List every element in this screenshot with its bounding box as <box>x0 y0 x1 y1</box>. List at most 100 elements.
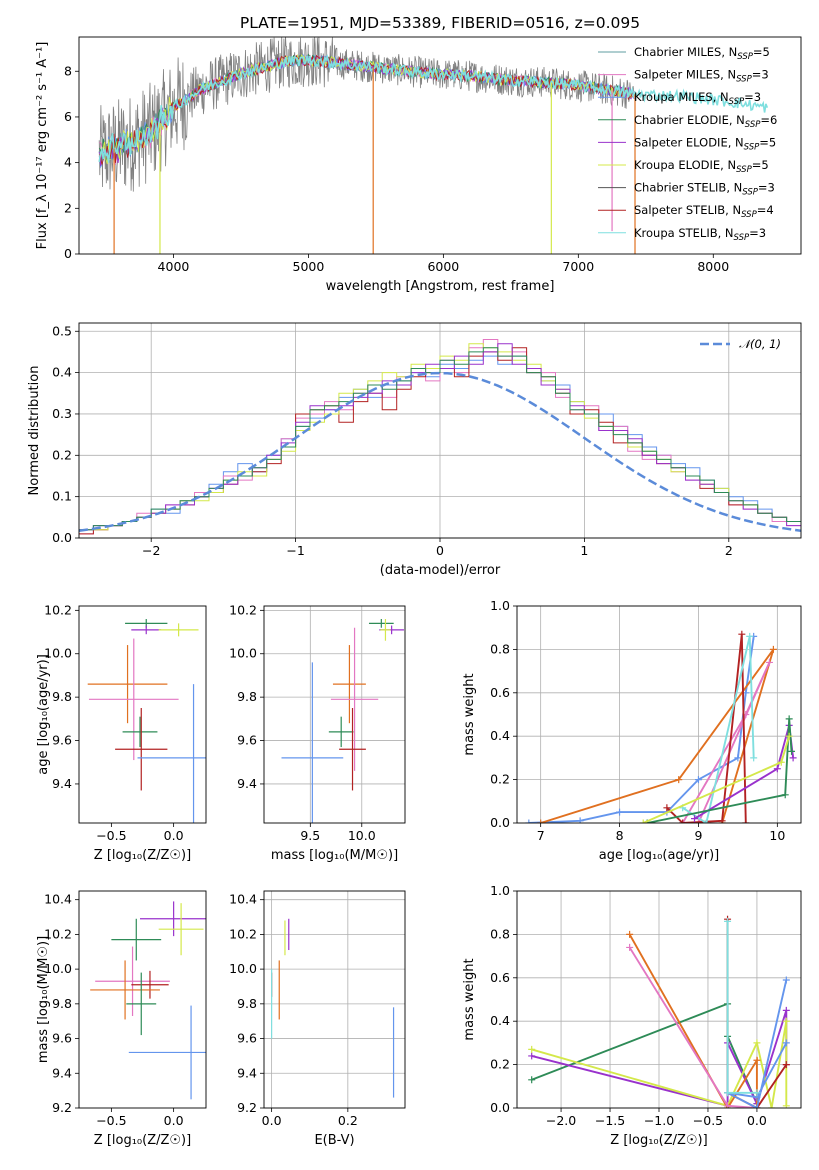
legend-entry: Salpeter MILES, NSSP=3 <box>634 68 769 85</box>
x-tick-label: 0.0 <box>262 1113 282 1128</box>
x-axis-label: Z [log₁₀(Z/Z☉)] <box>94 848 191 863</box>
plot-area <box>87 619 206 823</box>
weight-point-marker <box>785 715 793 723</box>
weight-point-marker <box>702 819 710 823</box>
weight-point-marker <box>782 1017 790 1025</box>
x-tick-label: 9.5 <box>300 828 320 843</box>
x-tick-label: 7 <box>537 828 545 843</box>
weight-point-marker <box>626 930 634 938</box>
x-tick-label: 4000 <box>158 259 190 274</box>
legend-entry: Salpeter STELIB, NSSP=4 <box>634 203 774 220</box>
weight-vs-age-panel: 7 8 9 10 0.0 0.2 0.4 0.6 0.8 1.0 age [log₁₀(age/yr… <box>462 598 802 863</box>
x-tick-label: −1 <box>286 543 304 558</box>
weight-point-marker <box>528 1052 536 1060</box>
weight-point-marker <box>782 1061 790 1069</box>
x-axis-label: (data-model)/error <box>380 563 501 578</box>
y-tick-label: 9.8 <box>237 689 257 704</box>
weight-point-marker <box>753 1039 761 1047</box>
weight-point-marker <box>777 758 785 766</box>
y-tick-label: 0.1 <box>52 489 72 504</box>
legend-entry: Kroupa ELODIE, NSSP=5 <box>634 158 769 175</box>
spectrum-panel: 4000 5000 6000 7000 8000 0 2 4 6 8 wavelength [Ang… <box>35 36 802 294</box>
weight-point-marker <box>525 819 533 823</box>
x-axis-label: wavelength [Angstrom, rest frame] <box>326 279 555 294</box>
weight-point-marker <box>528 1076 536 1084</box>
weight-series-line <box>531 1002 758 1105</box>
weight-point-marker <box>773 765 781 773</box>
y-tick-label: 6 <box>64 109 72 124</box>
x-tick-label: 1 <box>580 543 588 558</box>
model-spectrum-line <box>98 53 769 163</box>
y-tick-label: 10.4 <box>229 892 257 907</box>
y-tick-label: 0.0 <box>490 1100 510 1115</box>
plot-area <box>98 37 769 254</box>
y-axis-label: mass weight <box>462 673 477 755</box>
weight-point-marker <box>769 645 777 653</box>
figure-title: PLATE=1951, MJD=53389, FIBERID=0516, z=0… <box>240 14 640 32</box>
x-tick-label: −2.0 <box>546 1113 576 1128</box>
weight-point-marker <box>782 1039 790 1047</box>
plot-area <box>281 619 404 823</box>
age-vs-mass-panel: 9.5 10.0 9.4 9.6 9.8 10.0 10.2 mass [log₁₀(M/M☉… <box>229 602 406 863</box>
weight-point-marker <box>788 747 796 755</box>
weight-series-line <box>647 718 793 823</box>
weight-point-marker <box>576 817 584 823</box>
y-tick-label: 0.6 <box>490 970 510 985</box>
legend-entry: Salpeter ELODIE, NSSP=5 <box>634 135 776 152</box>
weight-point-marker <box>746 632 754 640</box>
weight-series-line <box>528 636 755 823</box>
x-tick-label: −1.0 <box>644 1113 674 1128</box>
plot-area <box>271 918 395 1098</box>
y-tick-label: 9.2 <box>52 1100 72 1115</box>
y-tick-label: 9.8 <box>52 689 72 704</box>
y-tick-label: 9.2 <box>237 1100 257 1115</box>
y-tick-label: 9.6 <box>237 733 257 748</box>
x-tick-label: 10 <box>769 828 785 843</box>
y-tick-label: 0.0 <box>52 530 72 545</box>
mass-vs-extinction-panel: 0.0 0.2 9.2 9.4 9.6 9.8 10.0 10.2 10.4 E(B-V) <box>229 890 406 1148</box>
weight-point-marker <box>753 1056 761 1064</box>
y-tick-label: 10.2 <box>229 602 257 617</box>
observed-spectrum-line <box>98 37 636 192</box>
residuals-panel: −2 −1 0 1 2 0.0 0.1 0.2 0.3 0.4 0.5 (data-model)/er… <box>27 322 802 578</box>
weight-point-marker <box>789 754 797 762</box>
weight-point-marker <box>675 776 683 784</box>
histogram-step-line <box>79 343 801 531</box>
weight-point-marker <box>782 1006 790 1014</box>
age-vs-metallicity-panel: −0.5 0.0 9.4 9.6 9.8 10.0 10.2 Z [log₁₀(Z/Z☉)] a… <box>36 602 207 863</box>
weight-point-marker <box>742 819 750 823</box>
weight-point-marker <box>782 1102 790 1108</box>
axes-frame <box>516 890 802 1109</box>
x-tick-label: −2 <box>142 543 160 558</box>
weight-point-marker <box>626 943 634 951</box>
x-tick-label: −0.5 <box>693 1113 723 1128</box>
y-tick-label: 10.0 <box>44 961 72 976</box>
y-axis-label: Flux [f_λ 10⁻¹⁷ erg cm⁻² s⁻¹ A⁻¹] <box>35 42 50 250</box>
weight-point-marker <box>768 1104 776 1108</box>
weight-point-marker <box>753 1089 761 1097</box>
x-axis-label: age [log₁₀(age/yr)] <box>599 848 720 863</box>
y-tick-label: 0.6 <box>490 685 510 700</box>
y-tick-label: 10.0 <box>44 646 72 661</box>
y-tick-label: 0.2 <box>490 1057 510 1072</box>
x-axis-label: Z [log₁₀(Z/Z☉)] <box>94 1133 191 1148</box>
weight-point-marker <box>753 1104 761 1108</box>
axes-frame <box>78 322 802 539</box>
x-tick-label: 10.0 <box>348 828 376 843</box>
weight-point-marker <box>750 754 758 762</box>
y-tick-label: 0.8 <box>490 926 510 941</box>
y-tick-label: 0.5 <box>52 323 72 338</box>
x-tick-label: 0 <box>436 543 444 558</box>
weight-point-marker <box>694 776 702 784</box>
axes-frame <box>516 605 802 824</box>
weight-point-marker <box>679 819 687 823</box>
gaussian-reference-line <box>79 371 801 533</box>
y-tick-label: 0 <box>64 246 72 261</box>
weight-series-line <box>681 662 771 823</box>
y-tick-label: 10.0 <box>229 961 257 976</box>
x-tick-label: 0.0 <box>164 828 184 843</box>
x-axis-label: Z [log₁₀(Z/Z☉)] <box>610 1133 707 1148</box>
y-tick-label: 2 <box>64 200 72 215</box>
weight-point-marker <box>724 1102 732 1108</box>
weight-point-marker <box>724 1089 732 1097</box>
